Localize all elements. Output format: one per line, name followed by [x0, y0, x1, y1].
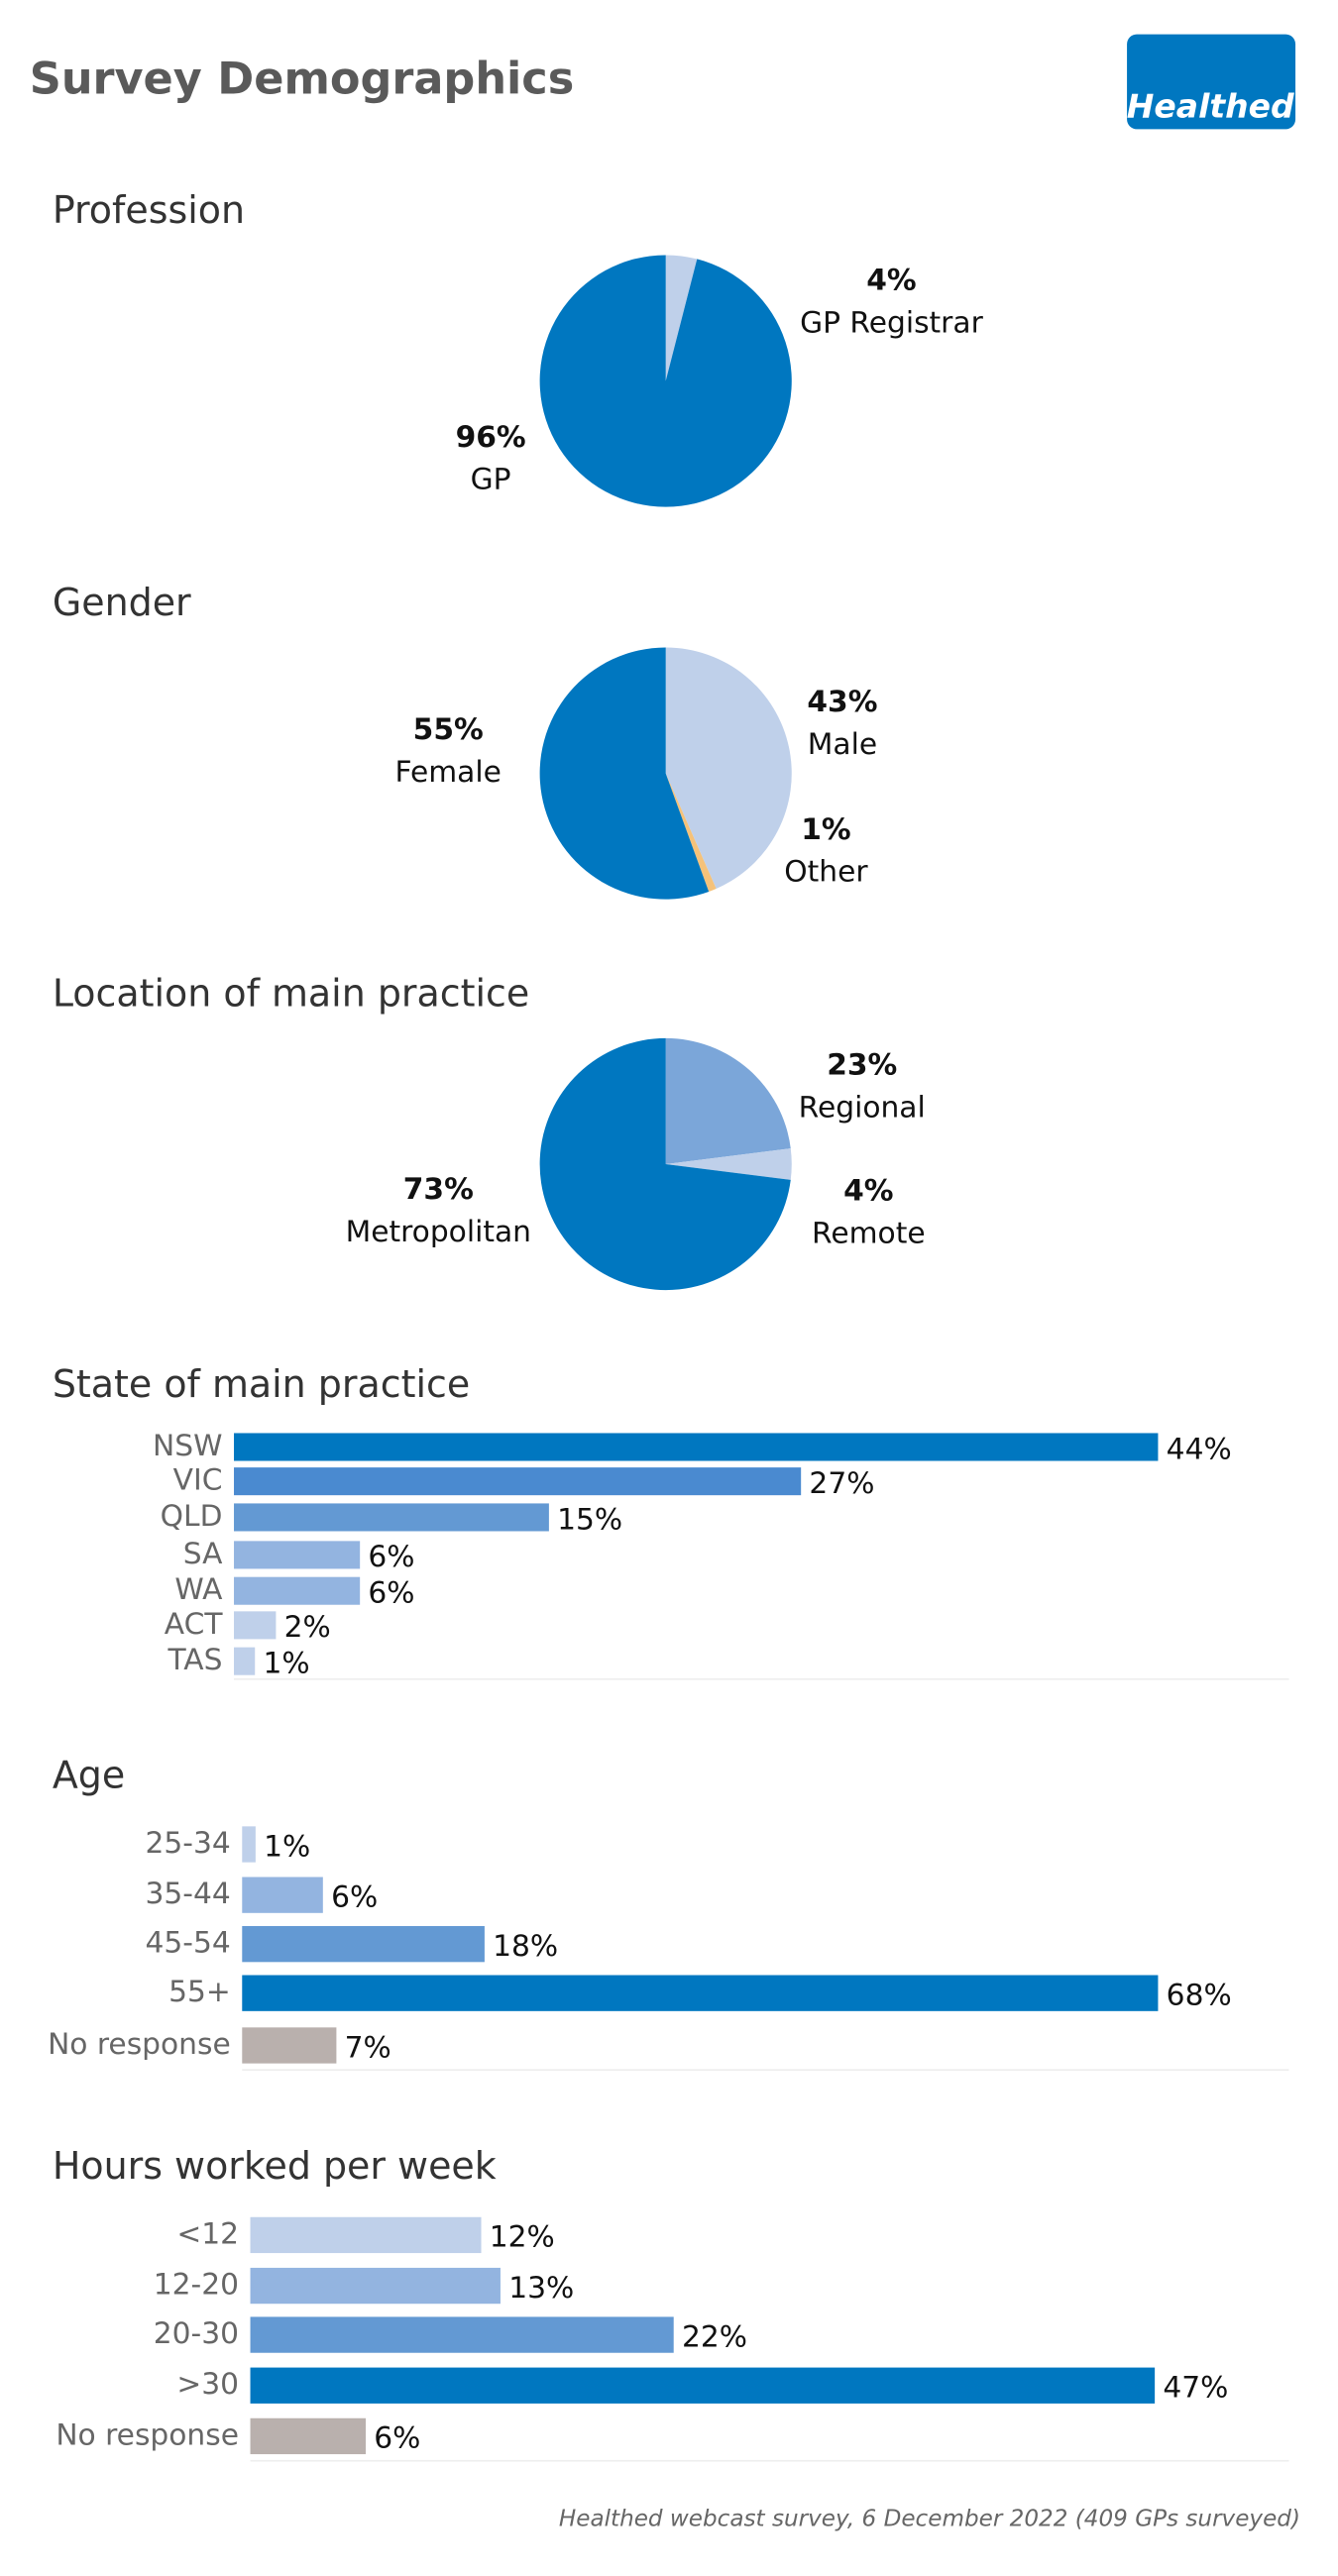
footnote: Healthed webcast survey, 6 December 2022…: [559, 2507, 1300, 2532]
value-label: 4%: [843, 1174, 893, 1209]
value-label: 18%: [493, 1929, 558, 1964]
value-label: 6%: [368, 1540, 414, 1574]
value-label: 73%: [403, 1172, 474, 1207]
category-label: Other: [784, 855, 868, 890]
category-label: 12-20: [154, 2268, 239, 2303]
page-title: Survey Demographics: [30, 54, 574, 105]
bar: [250, 2367, 1156, 2404]
logo: Healthed: [1127, 86, 1294, 125]
bar: [242, 1877, 323, 1913]
value-label: 4%: [866, 263, 916, 297]
pie-slice: [665, 1037, 791, 1164]
bar: [242, 1975, 1159, 2011]
section-title: Profession: [53, 188, 245, 232]
pie-slice: [665, 647, 792, 889]
category-label: 35-44: [145, 1877, 230, 1911]
category-label: GP: [471, 463, 511, 497]
category-label: QLD: [161, 1499, 223, 1534]
category-label: 20-30: [154, 2316, 239, 2351]
bar: [242, 1826, 256, 1863]
value-label: 55%: [413, 712, 484, 747]
category-label: Regional: [799, 1090, 926, 1125]
value-label: 6%: [368, 1576, 414, 1611]
section-title: Hours worked per week: [53, 2144, 497, 2188]
value-label: 12%: [490, 2220, 555, 2255]
bar: [234, 1433, 1159, 1461]
value-label: 96%: [456, 420, 526, 455]
bar: [250, 2417, 367, 2455]
section-title: State of main practice: [53, 1362, 470, 1406]
bar: [242, 2027, 337, 2064]
bar: [250, 2316, 674, 2353]
value-label: 68%: [1167, 1978, 1232, 2012]
category-label: VIC: [173, 1463, 223, 1498]
pie-slice: [539, 647, 710, 900]
value-label: 43%: [807, 685, 877, 719]
bar: [234, 1503, 549, 1532]
bar: [250, 2216, 482, 2254]
value-label: 2%: [284, 1610, 331, 1645]
category-label: WA: [174, 1572, 223, 1607]
category-label: Female: [395, 755, 502, 790]
bar: [234, 1647, 256, 1675]
value-label: 6%: [374, 2421, 420, 2456]
bar: [234, 1611, 277, 1640]
category-label: <12: [176, 2216, 239, 2251]
bar: [250, 2267, 501, 2305]
value-label: 23%: [827, 1047, 897, 1082]
category-label: NSW: [153, 1429, 222, 1463]
category-label: No response: [48, 2027, 231, 2062]
bar: [234, 1541, 361, 1569]
value-label: 15%: [557, 1502, 622, 1537]
pie-slice: [665, 773, 717, 892]
value-label: 22%: [682, 2319, 747, 2354]
category-label: 55+: [168, 1975, 231, 2009]
category-label: No response: [56, 2417, 239, 2452]
value-label: 1%: [801, 812, 850, 847]
value-label: 27%: [809, 1466, 874, 1501]
category-label: SA: [183, 1537, 223, 1571]
value-label: 13%: [508, 2271, 574, 2306]
pie-slice: [665, 1148, 792, 1180]
category-label: TAS: [167, 1643, 222, 1677]
pie-slice: [539, 1037, 791, 1291]
logo-box: [1127, 34, 1296, 130]
category-label: ACT: [165, 1607, 224, 1642]
pie-slice: [665, 255, 698, 381]
section-title: Location of main practice: [53, 972, 529, 1016]
category-label: 25-34: [145, 1826, 230, 1861]
bar: [242, 1926, 485, 1963]
bar: [234, 1576, 361, 1605]
category-label: Metropolitan: [346, 1215, 531, 1249]
category-label: Male: [808, 727, 877, 762]
value-label: 1%: [263, 1646, 309, 1680]
value-label: 6%: [331, 1879, 378, 1914]
value-label: 44%: [1167, 1432, 1232, 1466]
value-label: 7%: [345, 2030, 391, 2065]
category-label: >30: [176, 2367, 239, 2402]
value-label: 1%: [264, 1829, 310, 1864]
category-label: Remote: [812, 1216, 926, 1250]
category-label: 45-54: [145, 1926, 230, 1961]
category-label: GP Registrar: [800, 305, 984, 340]
section-title: Gender: [53, 581, 191, 624]
value-label: 47%: [1163, 2371, 1228, 2406]
bar: [234, 1467, 802, 1496]
pie-slice: [539, 255, 792, 507]
section-title: Age: [53, 1753, 125, 1796]
